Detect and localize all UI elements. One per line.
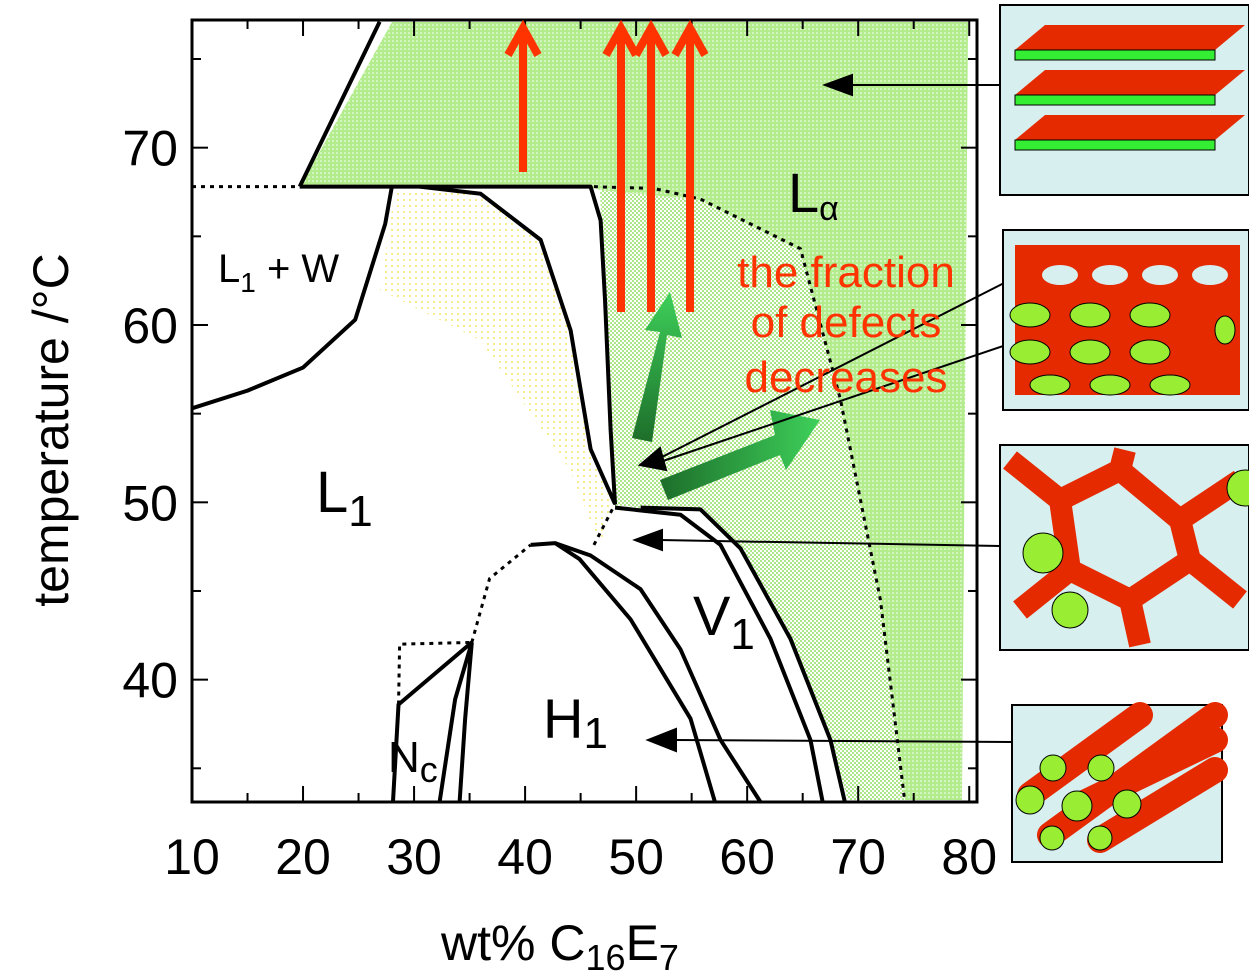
x-tick-label: 10 xyxy=(164,829,220,885)
phase-boundary xyxy=(397,640,472,705)
phase-boundary xyxy=(437,641,474,803)
phase-boundary xyxy=(554,541,763,804)
phase-boundary xyxy=(470,543,532,643)
y-tick-label: 70 xyxy=(122,121,178,177)
annotations: L1 + W L1 Lα V1 H1 Nc xyxy=(218,161,839,790)
mixed-region xyxy=(380,190,612,545)
pointer xyxy=(674,739,1013,743)
phase-label: H1 xyxy=(543,687,608,758)
phase-label: Nc xyxy=(388,733,438,790)
arrow xyxy=(632,19,670,312)
y-tick-label: 60 xyxy=(122,298,178,354)
phase-label: Lα xyxy=(788,161,839,228)
schematics xyxy=(999,4,1249,863)
hexagonal-schematic xyxy=(1011,702,1228,863)
x-tick-label: 40 xyxy=(497,829,553,885)
plot-frame xyxy=(190,18,979,804)
arrow xyxy=(671,19,709,312)
defect-schematic xyxy=(1002,229,1249,411)
x-tick-label: 80 xyxy=(941,829,997,885)
note-line: of defects xyxy=(751,298,942,347)
arrow xyxy=(632,292,682,442)
y-axis-title: temperature /°C xyxy=(23,253,79,606)
note-line: decreases xyxy=(744,353,947,402)
note: the fraction of defects decreases xyxy=(737,248,955,402)
x-tick-label: 30 xyxy=(386,829,442,885)
green-arrows xyxy=(632,292,820,500)
pointer xyxy=(659,279,1011,459)
phase-boundary xyxy=(640,505,847,803)
phase-boundary xyxy=(592,503,617,546)
phase-boundary xyxy=(457,642,474,803)
phase-boundary xyxy=(593,185,907,803)
phase-boundary xyxy=(191,186,394,411)
red-arrows xyxy=(504,19,709,312)
arrow xyxy=(602,19,640,312)
phase-label: L1 xyxy=(316,460,373,536)
arrowhead xyxy=(632,528,663,552)
y-tick-label: 40 xyxy=(122,653,178,709)
arrow xyxy=(660,410,820,500)
x-tick-label: 20 xyxy=(275,829,331,885)
pointer xyxy=(659,539,1001,547)
bicontinuous-schematic xyxy=(999,444,1249,651)
lamellar-region xyxy=(300,22,968,800)
phase-boundary xyxy=(419,184,617,505)
phase-boundary xyxy=(299,184,618,505)
phase-boundary xyxy=(614,505,825,803)
note-line: the fraction xyxy=(737,248,955,297)
x-tick-label: 70 xyxy=(830,829,886,885)
x-tick-label: 60 xyxy=(719,829,775,885)
y-tick-label: 50 xyxy=(122,475,178,531)
x-axis-title: wt% C16E7 xyxy=(440,915,679,978)
arrow xyxy=(504,19,542,172)
arrowhead xyxy=(645,727,677,753)
arrowhead xyxy=(637,446,668,472)
phase-label: V1 xyxy=(693,584,755,659)
x-tick-label: 50 xyxy=(608,829,664,885)
lamellar-schematic xyxy=(999,4,1249,196)
phase-label: L1 + W xyxy=(218,247,339,298)
regions xyxy=(300,22,968,800)
phase-boundary xyxy=(530,541,717,803)
arrowhead xyxy=(822,73,853,97)
defect-region xyxy=(600,190,905,800)
phase-boundary xyxy=(390,640,474,803)
phase-boundary xyxy=(297,20,382,188)
